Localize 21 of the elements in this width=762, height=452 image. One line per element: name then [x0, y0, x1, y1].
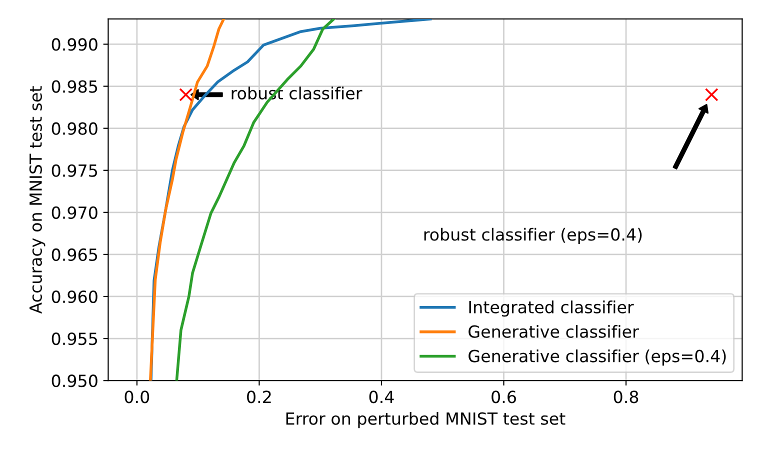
y-tick-label: 0.950	[52, 374, 98, 388]
y-tick-label: 0.990	[52, 38, 98, 51]
annotation: robust classifier (eps=0.4)	[424, 228, 642, 244]
y-tick-label: 0.965	[52, 248, 98, 262]
x-tick-label: 0.2	[247, 390, 271, 404]
x-axis-title: Error on perturbed MNIST test set	[286, 412, 566, 428]
legend-label: Integrated classifier	[469, 300, 634, 317]
x-tick-label: 0.6	[492, 390, 516, 404]
y-tick-label: 0.985	[52, 80, 98, 93]
legend-label: Generative classifier	[468, 324, 639, 338]
y-tick-label: 0.980	[52, 122, 98, 135]
y-tick-label: 0.960	[52, 290, 98, 304]
x-tick-label: 0.0	[124, 390, 150, 404]
y-tick-label: 0.975	[52, 164, 98, 177]
legend-label: Generative classifier (eps=0.4)	[468, 349, 726, 366]
x-tick-label: 0.8	[614, 390, 638, 404]
x-tick-label: 0.4	[369, 390, 394, 404]
y-axis-title: Accuracy on MNIST test set	[29, 86, 46, 314]
y-tick-label: 0.970	[52, 206, 98, 219]
y-tick-label: 0.955	[52, 332, 98, 346]
line-series	[149, 18, 226, 381]
